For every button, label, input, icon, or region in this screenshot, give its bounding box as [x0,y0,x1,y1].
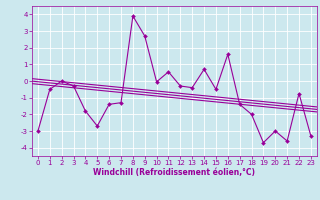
X-axis label: Windchill (Refroidissement éolien,°C): Windchill (Refroidissement éolien,°C) [93,168,255,177]
